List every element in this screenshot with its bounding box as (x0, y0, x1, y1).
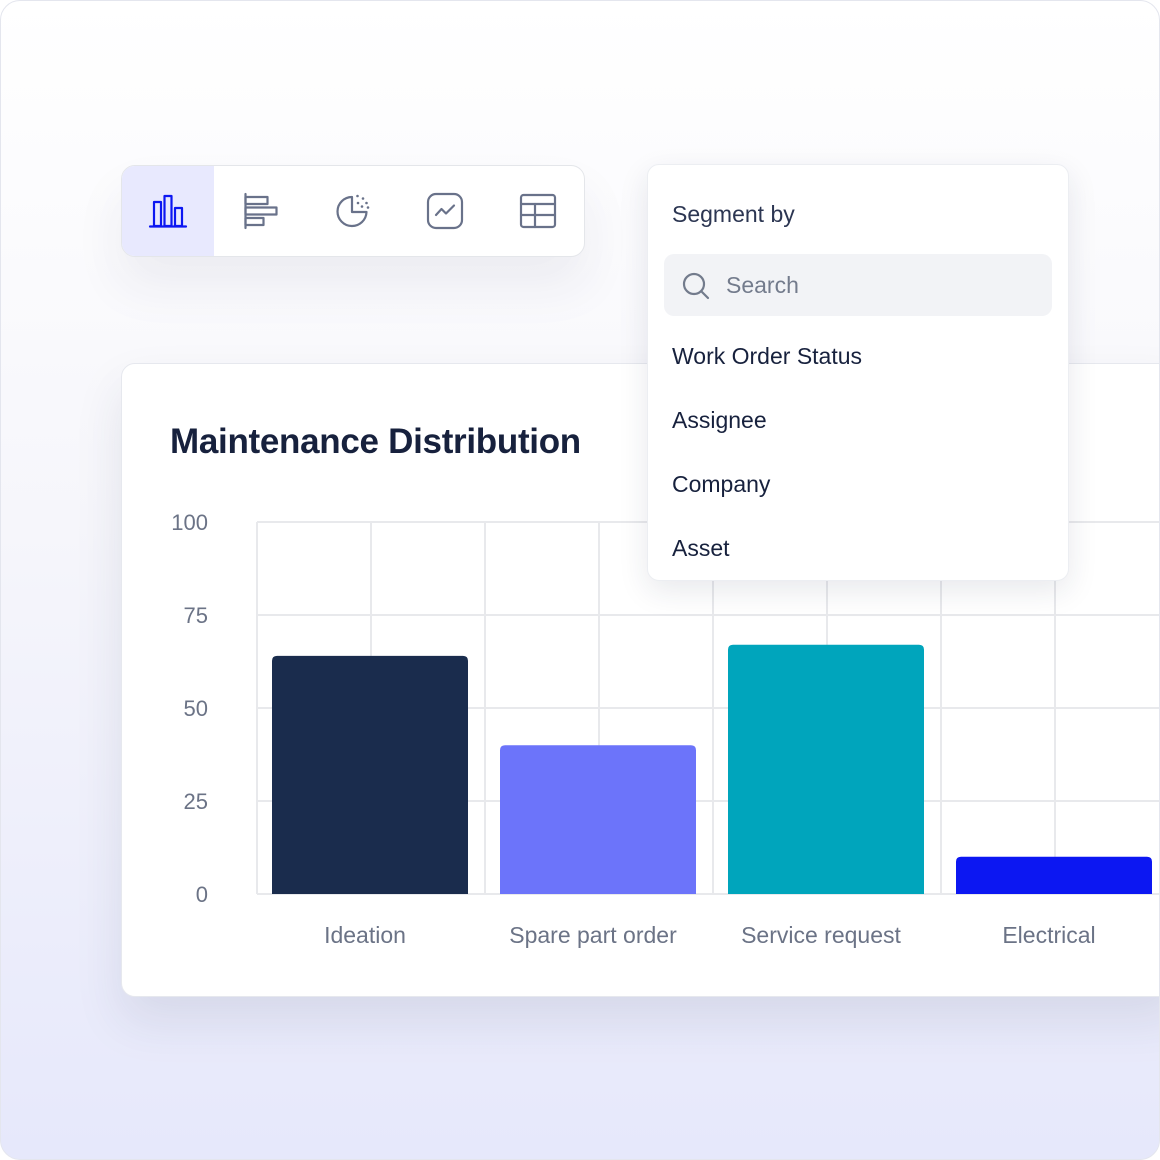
chart-type-toolbar (121, 165, 585, 257)
segment-option-company[interactable]: Company (672, 471, 771, 497)
line-chart-button[interactable] (399, 166, 491, 256)
segment-option-asset[interactable]: Asset (672, 535, 730, 561)
table-icon (519, 193, 556, 229)
bar-spare-part-order (500, 745, 696, 894)
x-tick-label: Ideation (324, 922, 406, 948)
pie-chart-button[interactable] (307, 166, 399, 256)
bar-ideation (272, 655, 468, 894)
horizontal-bar-chart-icon (244, 192, 278, 230)
y-tick-label: 100 (171, 510, 208, 535)
chart-title: Maintenance Distribution (170, 422, 581, 461)
y-tick-label: 50 (184, 696, 208, 721)
vertical-bar-chart-button[interactable] (122, 166, 215, 256)
x-tick-label: Service request (741, 922, 901, 948)
search-box[interactable] (664, 254, 1052, 316)
segment-option-work-order-status[interactable]: Work Order Status (672, 343, 863, 369)
search-input[interactable] (726, 254, 1026, 316)
search-icon (682, 272, 710, 300)
bar-chart: 0 25 50 75 100 Ideation Spare part order Servic… (171, 510, 1159, 948)
vertical-bar-chart-icon (149, 194, 188, 228)
line-chart-icon (427, 192, 464, 230)
bar-electrical (956, 856, 1152, 894)
y-tick-label: 0 (196, 882, 208, 907)
x-tick-label: Spare part order (509, 922, 677, 948)
y-tick-label: 25 (184, 789, 208, 814)
y-tick-label: 75 (184, 603, 208, 628)
x-tick-label: Electrical (1002, 922, 1095, 948)
table-view-button[interactable] (492, 166, 584, 256)
segment-by-heading: Segment by (672, 201, 795, 227)
pie-chart-icon (336, 194, 370, 228)
segment-option-assignee[interactable]: Assignee (672, 407, 767, 433)
horizontal-bar-chart-button[interactable] (214, 166, 306, 256)
bar-service-request (728, 644, 924, 894)
segment-by-dropdown: Segment by Work Order Status Assignee Co… (647, 164, 1069, 581)
